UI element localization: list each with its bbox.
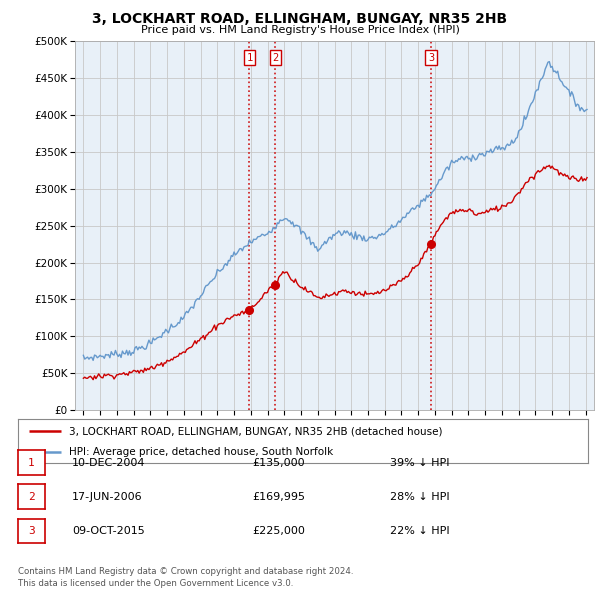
Text: 17-JUN-2006: 17-JUN-2006	[72, 492, 143, 502]
Text: 1: 1	[28, 458, 35, 467]
Text: £169,995: £169,995	[252, 492, 305, 502]
Text: 3, LOCKHART ROAD, ELLINGHAM, BUNGAY, NR35 2HB: 3, LOCKHART ROAD, ELLINGHAM, BUNGAY, NR3…	[92, 12, 508, 26]
Text: HPI: Average price, detached house, South Norfolk: HPI: Average price, detached house, Sout…	[70, 447, 334, 457]
Text: £225,000: £225,000	[252, 526, 305, 536]
Text: 09-OCT-2015: 09-OCT-2015	[72, 526, 145, 536]
Text: 10-DEC-2004: 10-DEC-2004	[72, 458, 146, 467]
Text: £135,000: £135,000	[252, 458, 305, 467]
Text: 3, LOCKHART ROAD, ELLINGHAM, BUNGAY, NR35 2HB (detached house): 3, LOCKHART ROAD, ELLINGHAM, BUNGAY, NR3…	[70, 427, 443, 436]
Text: 28% ↓ HPI: 28% ↓ HPI	[390, 492, 449, 502]
Text: Contains HM Land Registry data © Crown copyright and database right 2024.
This d: Contains HM Land Registry data © Crown c…	[18, 567, 353, 588]
Text: 22% ↓ HPI: 22% ↓ HPI	[390, 526, 449, 536]
Text: 2: 2	[28, 492, 35, 502]
Text: 3: 3	[28, 526, 35, 536]
Text: 39% ↓ HPI: 39% ↓ HPI	[390, 458, 449, 467]
Text: 3: 3	[428, 53, 434, 63]
Text: 2: 2	[272, 53, 278, 63]
Text: Price paid vs. HM Land Registry's House Price Index (HPI): Price paid vs. HM Land Registry's House …	[140, 25, 460, 35]
Text: 1: 1	[247, 53, 253, 63]
